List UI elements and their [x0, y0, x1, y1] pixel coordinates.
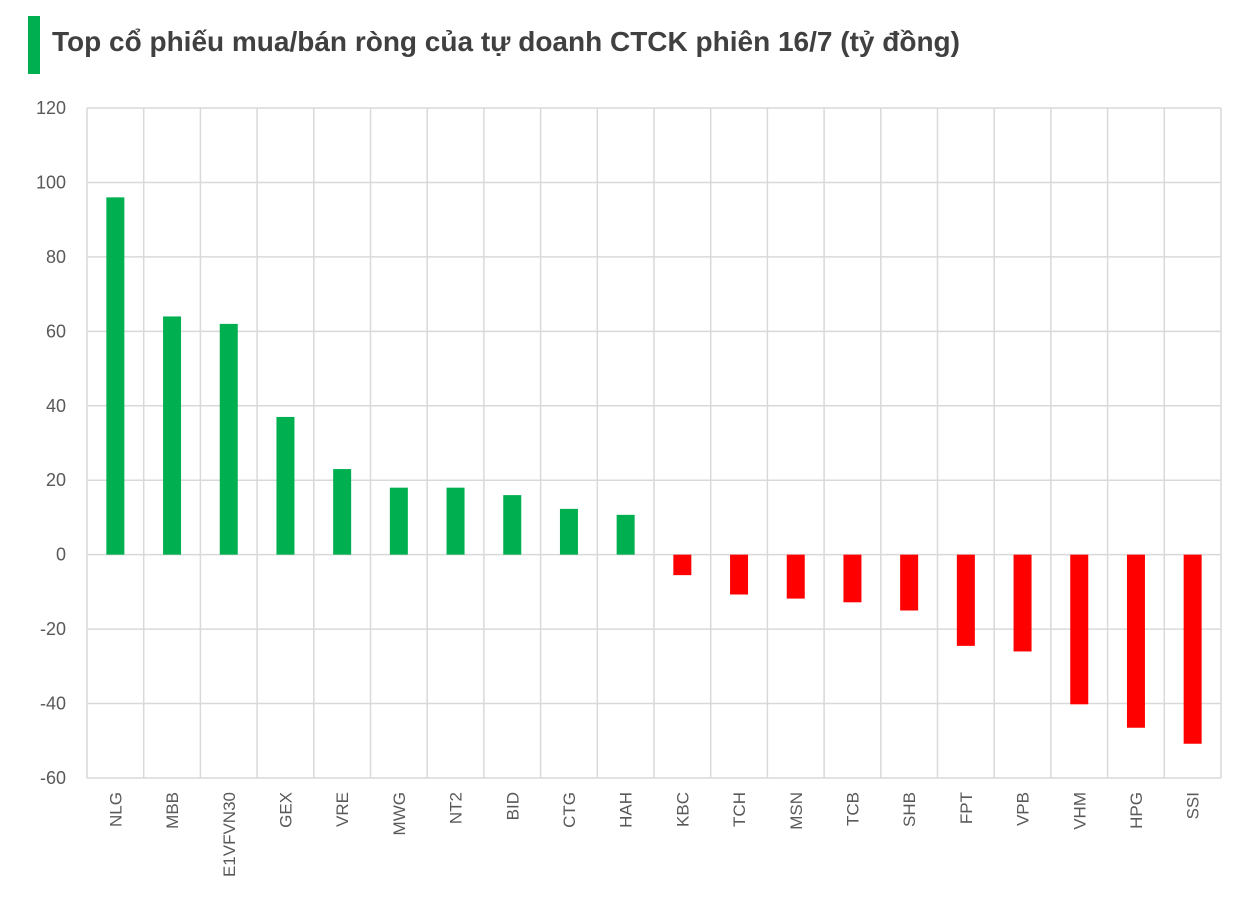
- bar-mwg: [389, 487, 408, 555]
- y-tick-label: 20: [46, 470, 66, 490]
- y-tick-label: 60: [46, 321, 66, 341]
- bar-tch: [730, 554, 749, 595]
- bar-hah: [616, 514, 635, 555]
- x-tick-label: FPT: [957, 792, 976, 824]
- x-axis-ticks: NLG MBB E1VFVN30 GEX VRE MWG NT2 BID CTG HAH KBC TC…: [106, 792, 1202, 877]
- bar-shb: [900, 554, 919, 611]
- x-tick-label: HPG: [1127, 792, 1146, 829]
- y-tick-label: -20: [40, 619, 66, 639]
- x-tick-label: SHB: [900, 792, 919, 827]
- bar-msn: [786, 554, 805, 599]
- x-tick-label: NLG: [106, 792, 125, 827]
- x-tick-label: MSN: [787, 792, 806, 830]
- x-tick-label: GEX: [276, 792, 295, 828]
- bar-tcb: [843, 554, 862, 603]
- bar-mbb: [163, 316, 182, 555]
- x-tick-label: SSI: [1184, 792, 1203, 819]
- bar-vpb: [1013, 554, 1032, 652]
- x-tick-label: CTG: [560, 792, 579, 828]
- bar-gex: [276, 416, 295, 555]
- x-tick-label: NT2: [447, 792, 466, 824]
- y-axis-ticks: 120 100 80 60 40 20 0 -20 -40 -60: [36, 98, 66, 788]
- bar-ctg: [559, 508, 578, 555]
- bar-hpg: [1126, 554, 1145, 728]
- bar-ssi: [1183, 554, 1202, 744]
- y-tick-label: 80: [46, 247, 66, 267]
- x-tick-label: MBB: [163, 792, 182, 829]
- bar-vhm: [1070, 554, 1089, 705]
- bar-nt2: [446, 487, 465, 555]
- x-tick-label: MWG: [390, 792, 409, 835]
- y-tick-label: 120: [36, 98, 66, 118]
- x-tick-label: TCB: [843, 792, 862, 826]
- x-tick-label: E1VFVN30: [220, 792, 239, 877]
- y-tick-label: -60: [40, 768, 66, 788]
- bar-fpt: [956, 554, 975, 646]
- grid-layer: [86, 107, 1222, 779]
- bar-e1vfvn30: [219, 323, 238, 555]
- y-tick-label: 40: [46, 396, 66, 416]
- x-tick-label: VHM: [1070, 792, 1089, 830]
- bar-bid: [503, 495, 522, 555]
- x-tick-label: HAH: [617, 792, 636, 828]
- x-tick-label: BID: [503, 792, 522, 820]
- x-tick-label: KBC: [673, 792, 692, 827]
- bar-layer: [106, 197, 1202, 744]
- y-tick-label: -40: [40, 694, 66, 714]
- title-accent-bar: [28, 16, 40, 74]
- chart-title: Top cổ phiếu mua/bán ròng của tự doanh C…: [52, 26, 960, 57]
- bar-kbc: [673, 554, 692, 576]
- y-tick-label: 100: [36, 172, 66, 192]
- x-tick-label: TCH: [730, 792, 749, 827]
- bar-nlg: [106, 197, 125, 555]
- y-tick-label: 0: [56, 545, 66, 565]
- x-tick-label: VRE: [333, 792, 352, 827]
- x-tick-label: VPB: [1014, 792, 1033, 826]
- bar-vre: [333, 469, 352, 555]
